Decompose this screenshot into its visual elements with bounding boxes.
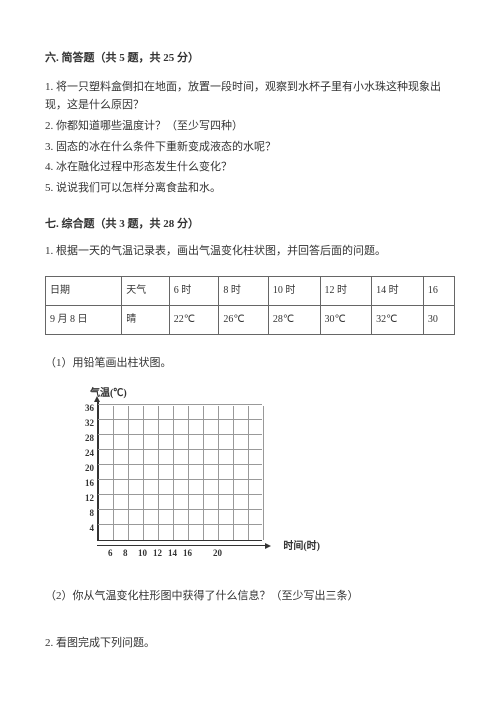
table-cell: 28℃ (268, 305, 320, 334)
table-cell: 16 (423, 276, 454, 305)
grid-line (218, 406, 219, 540)
table-cell: 晴 (122, 305, 170, 334)
y-tick-label: 8 (78, 506, 94, 520)
question-item: 3. 固态的冰在什么条件下重新变成液态的水呢？ (45, 138, 455, 157)
x-tick-label: 12 (153, 546, 162, 560)
sub-question-2: （2）你从气温变化柱形图中获得了什么信息？（至少写出三条） (45, 588, 455, 606)
chart-grid (97, 406, 262, 541)
table-cell: 32℃ (372, 305, 424, 334)
y-tick-label: 28 (78, 431, 94, 445)
grid-line (113, 406, 114, 540)
grid-line (98, 479, 262, 480)
grid-line (233, 406, 234, 540)
question-item: 4. 冰在融化过程中形态发生什么变化？ (45, 158, 455, 177)
section7-title: 七. 综合题（共 3 题，共 28 分） (45, 216, 455, 234)
y-tick-label: 16 (78, 476, 94, 490)
grid-line (98, 524, 262, 525)
y-arrow-icon (94, 396, 100, 402)
x-axis-label: 时间(时) (283, 539, 320, 555)
grid-line (128, 406, 129, 540)
x-tick-label: 6 (108, 546, 113, 560)
question-2: 2. 看图完成下列问题。 (45, 635, 455, 653)
grid-line (143, 406, 144, 540)
section6-title: 六. 简答题（共 5 题，共 25 分） (45, 50, 455, 68)
y-tick-label: 12 (78, 491, 94, 505)
table-cell: 8 时 (219, 276, 269, 305)
question-item: 2. 你都知道哪些温度计？（至少写四种） (45, 117, 455, 136)
grid-line (158, 406, 159, 540)
x-tick-label: 8 (123, 546, 128, 560)
question-item: 1. 将一只塑料盒倒扣在地面，放置一段时间，观察到水杯子里有小水珠这种现象出现，… (45, 78, 455, 115)
sub-question-1: （1）用铅笔画出柱状图。 (45, 355, 455, 373)
x-tick-label: 10 (138, 546, 147, 560)
grid-line (248, 406, 249, 540)
table-cell: 22℃ (169, 305, 219, 334)
x-tick-label: 16 (183, 546, 192, 560)
grid-line (98, 509, 262, 510)
y-tick-label: 32 (78, 416, 94, 430)
table-cell: 26℃ (219, 305, 269, 334)
y-tick-label: 4 (78, 521, 94, 535)
grid-line (263, 406, 264, 540)
question-item: 5. 说说我们可以怎样分离食盐和水。 (45, 179, 455, 198)
section6-questions: 1. 将一只塑料盒倒扣在地面，放置一段时间，观察到水杯子里有小水珠这种现象出现，… (45, 78, 455, 198)
table-row: 9 月 8 日 晴 22℃ 26℃ 28℃ 30℃ 32℃ 30 (46, 305, 455, 334)
grid-line (98, 404, 262, 405)
table-cell: 6 时 (169, 276, 219, 305)
y-tick-label: 20 (78, 461, 94, 475)
y-tick-label: 24 (78, 446, 94, 460)
temperature-chart: 气温(℃) 时间(时) 4812162024283236 68101214162… (70, 388, 310, 563)
grid-line (173, 406, 174, 540)
grid-line (98, 464, 262, 465)
grid-line (188, 406, 189, 540)
y-tick-label: 36 (78, 401, 94, 415)
table-cell: 10 时 (268, 276, 320, 305)
grid-line (98, 419, 262, 420)
section7-intro: 1. 根据一天的气温记录表，画出气温变化柱状图，并回答后面的问题。 (45, 243, 455, 261)
table-cell: 日期 (46, 276, 122, 305)
table-cell: 14 时 (372, 276, 424, 305)
grid-line (203, 406, 204, 540)
temperature-table: 日期 天气 6 时 8 时 10 时 12 时 14 时 16 9 月 8 日 … (45, 276, 455, 335)
grid-line (98, 449, 262, 450)
x-tick-label: 20 (213, 546, 222, 560)
table-cell: 9 月 8 日 (46, 305, 122, 334)
table-cell: 12 时 (320, 276, 372, 305)
table-row: 日期 天气 6 时 8 时 10 时 12 时 14 时 16 (46, 276, 455, 305)
grid-line (98, 494, 262, 495)
x-tick-label: 14 (168, 546, 177, 560)
table-cell: 30 (423, 305, 454, 334)
table-cell: 天气 (122, 276, 170, 305)
x-arrow-icon (265, 543, 271, 549)
grid-line (98, 434, 262, 435)
table-cell: 30℃ (320, 305, 372, 334)
